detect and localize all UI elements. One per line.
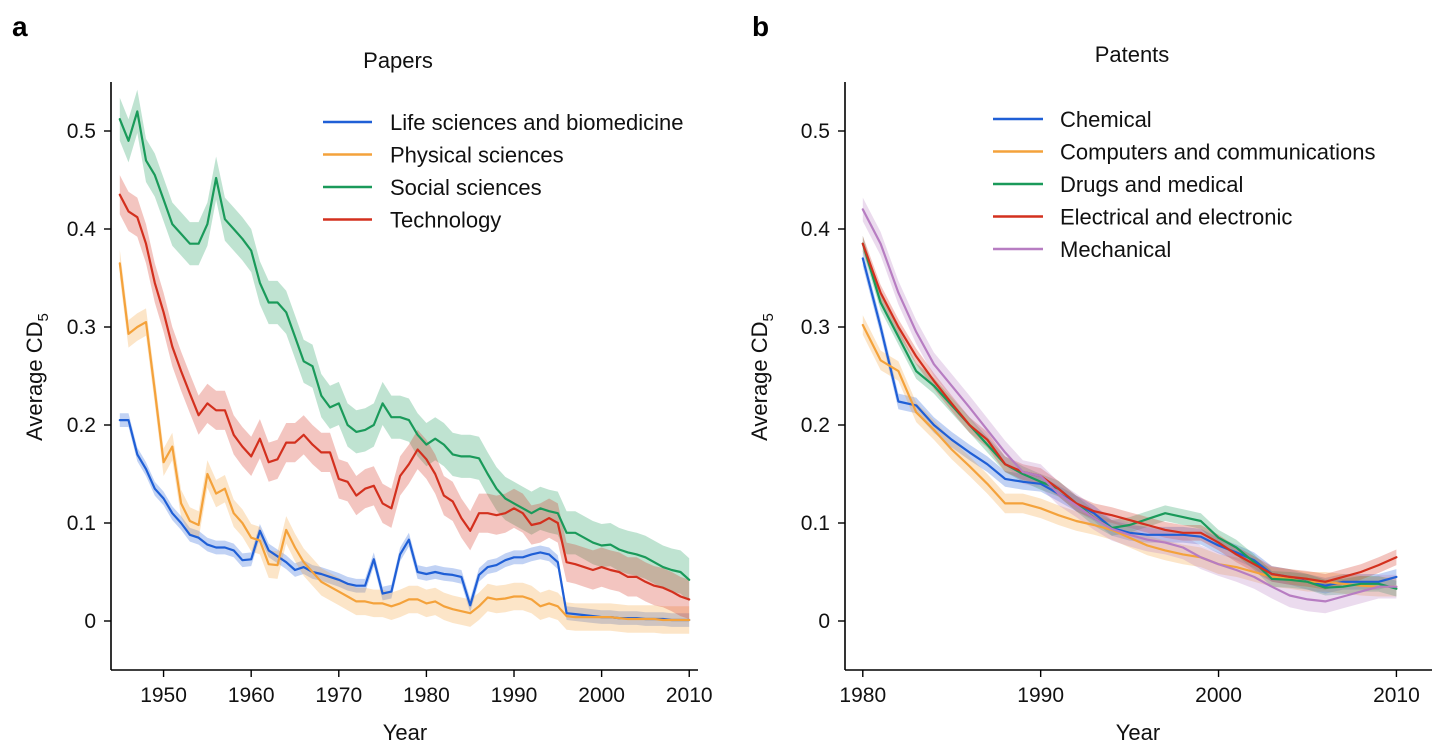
patents-x-tick-label-2000: 2000 (1195, 684, 1242, 707)
patents-y-axis-label-main: Average CD (747, 321, 772, 440)
patents-x-tick-label-2010: 2010 (1373, 684, 1420, 707)
papers-line-social-sciences (118, 110, 691, 581)
patents-band-mechanical (862, 197, 1397, 614)
papers-y-tick-label-0-2: 0.2 (67, 414, 96, 437)
patents-legend-label-drugs-and-medical: Drugs and medical (1060, 172, 1243, 197)
papers-chart: Papers 1950 1960 1970 1980 1990 2000 2010 0 0.1 0… (22, 48, 713, 745)
patents-y-tick-label-0: 0 (818, 610, 830, 633)
papers-x-tick-label-2010: 2010 (666, 684, 713, 707)
papers-x-tick-label-1990: 1990 (491, 684, 538, 707)
papers-y-axis-label: Average CD5 (22, 313, 52, 441)
papers-confidence-bands (119, 89, 690, 634)
patents-line-drugs-and-medical (861, 242, 1398, 590)
papers-y-axis-label-subscript: 5 (35, 313, 52, 321)
patents-series-lines (861, 208, 1398, 603)
papers-legend-label-social-sciences: Social sciences (390, 175, 542, 200)
papers-x-tick-label-1970: 1970 (315, 684, 362, 707)
patents-y-tick-label-0-5: 0.5 (801, 120, 830, 143)
papers-x-tick-label-1960: 1960 (228, 684, 275, 707)
papers-y-axis-label-main: Average CD (22, 321, 47, 440)
patents-legend-label-chemical: Chemical (1060, 107, 1152, 132)
papers-x-tick-label-2000: 2000 (578, 684, 625, 707)
papers-legend-label-technology: Technology (390, 208, 501, 233)
papers-x-axis-label: Year (383, 720, 427, 745)
papers-axes: 1950 1960 1970 1980 1990 2000 2010 0 0.1 0.2 0.3 0.… (67, 82, 713, 707)
patents-line-mechanical (861, 208, 1398, 603)
patents-chart: Patents 1980 1990 2000 2010 0 0.1 0.2 0.3 0.4 0.5… (747, 42, 1432, 745)
patents-band-computers-and-communications (862, 315, 1397, 597)
patents-y-tick-label-0-3: 0.3 (801, 316, 830, 339)
patents-band-electrical-and-electronic (862, 235, 1397, 590)
papers-y-tick-label-0-5: 0.5 (67, 120, 96, 143)
panel-letter-b: b (752, 11, 769, 42)
papers-x-tick-label-1980: 1980 (403, 684, 450, 707)
patents-x-tick-label-1990: 1990 (1017, 684, 1064, 707)
papers-legend-label-physical-sciences: Physical sciences (390, 143, 564, 168)
panel-letter-a: a (12, 11, 28, 42)
patents-x-tick-label-1980: 1980 (839, 684, 886, 707)
papers-band-technology (119, 175, 690, 619)
papers-y-tick-label-0-4: 0.4 (67, 218, 97, 241)
papers-x-tick-label-1950: 1950 (140, 684, 187, 707)
patents-legend: Chemical Computers and communications Drug… (993, 107, 1375, 262)
papers-title: Papers (363, 48, 433, 73)
patents-axes: 1980 1990 2000 2010 0 0.1 0.2 0.3 0.4 0.5 (801, 82, 1432, 707)
papers-band-social-sciences (119, 89, 690, 602)
papers-line-physical-sciences (118, 262, 691, 622)
patents-line-electrical-and-electronic (861, 242, 1398, 583)
patents-legend-label-mechanical: Mechanical (1060, 237, 1171, 262)
patents-legend-label-electrical-and-electronic: Electrical and electronic (1060, 205, 1292, 230)
papers-legend: Life sciences and biomedicine Physical sc… (323, 110, 684, 233)
patents-y-axis-label-subscript: 5 (760, 313, 777, 321)
papers-y-tick-label-0-1: 0.1 (67, 512, 96, 535)
patents-title: Patents (1095, 42, 1170, 67)
papers-y-tick-label-0: 0 (84, 610, 96, 633)
patents-x-axis-label: Year (1116, 720, 1160, 745)
patents-y-tick-label-0-1: 0.1 (801, 512, 830, 535)
patents-y-axis-label: Average CD5 (747, 313, 777, 441)
papers-series-lines (118, 110, 691, 622)
patents-y-tick-label-0-2: 0.2 (801, 414, 830, 437)
papers-y-tick-label-0-3: 0.3 (67, 316, 96, 339)
papers-legend-label-life-sciences-and-biomedicine: Life sciences and biomedicine (390, 110, 684, 135)
papers-line-technology (118, 193, 691, 601)
patents-legend-label-computers-and-communications: Computers and communications (1060, 140, 1375, 165)
patents-y-tick-label-0-4: 0.4 (801, 218, 831, 241)
